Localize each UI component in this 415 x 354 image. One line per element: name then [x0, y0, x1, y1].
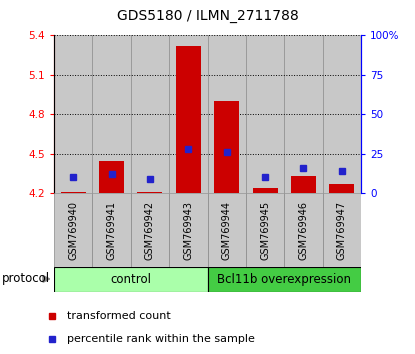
Bar	[246, 35, 284, 193]
Bar	[93, 35, 131, 193]
Text: GSM769947: GSM769947	[337, 200, 347, 260]
Text: GSM769945: GSM769945	[260, 200, 270, 260]
Text: GDS5180 / ILMN_2711788: GDS5180 / ILMN_2711788	[117, 9, 298, 23]
Bar	[208, 193, 246, 267]
Bar	[54, 35, 92, 193]
Text: GSM769946: GSM769946	[298, 201, 308, 259]
Bar	[284, 35, 323, 193]
Bar	[99, 161, 124, 193]
Bar	[54, 267, 208, 292]
Bar	[61, 192, 85, 193]
Bar	[93, 193, 131, 267]
Bar	[131, 35, 169, 193]
Text: GSM769941: GSM769941	[107, 201, 117, 259]
Bar	[284, 193, 323, 267]
Bar	[169, 35, 208, 193]
Text: transformed count: transformed count	[67, 311, 171, 321]
Bar	[330, 184, 354, 193]
Text: GSM769944: GSM769944	[222, 201, 232, 259]
Bar	[208, 267, 361, 292]
Text: control: control	[110, 273, 151, 286]
Bar	[291, 176, 316, 193]
Bar	[323, 193, 361, 267]
Bar	[208, 35, 246, 193]
Text: Bcl11b overexpression: Bcl11b overexpression	[217, 273, 351, 286]
Bar	[214, 101, 239, 193]
Bar	[246, 193, 284, 267]
Bar	[131, 193, 169, 267]
Bar	[176, 46, 201, 193]
Text: GSM769943: GSM769943	[183, 201, 193, 259]
Text: GSM769940: GSM769940	[68, 201, 78, 259]
Text: percentile rank within the sample: percentile rank within the sample	[67, 334, 255, 344]
Bar	[54, 193, 92, 267]
Bar	[323, 35, 361, 193]
Bar	[137, 192, 162, 193]
Text: protocol: protocol	[2, 273, 50, 285]
Bar	[253, 188, 278, 193]
Bar	[169, 193, 208, 267]
Text: GSM769942: GSM769942	[145, 200, 155, 260]
